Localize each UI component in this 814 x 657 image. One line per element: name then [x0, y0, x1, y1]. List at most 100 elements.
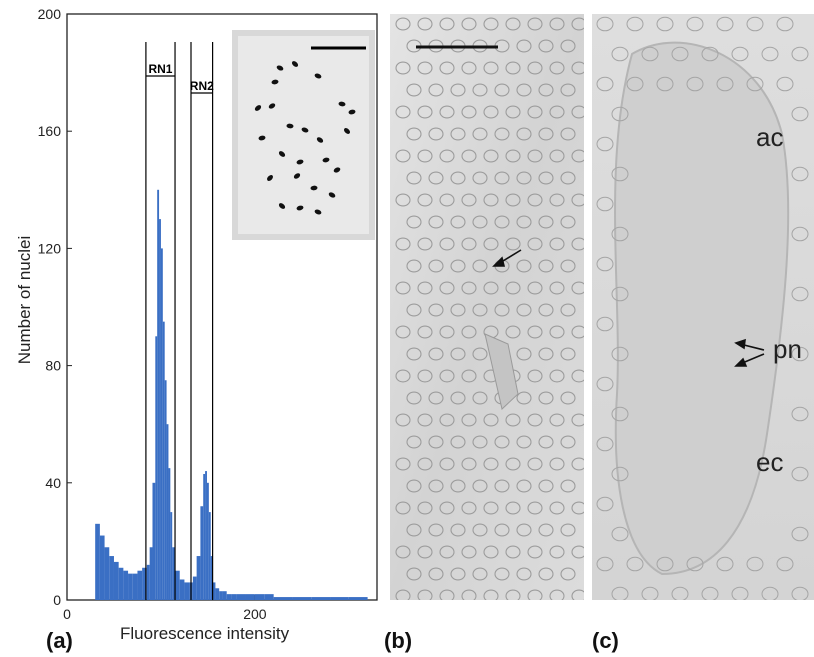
cell-outline — [527, 149, 543, 163]
cell-outline — [791, 406, 809, 422]
cell-outline — [428, 479, 444, 493]
cell-outline — [406, 479, 422, 493]
y-tick-label: 80 — [45, 358, 61, 374]
cell-outline — [560, 215, 576, 229]
cell-outline — [560, 391, 576, 405]
cell-outline — [417, 325, 433, 339]
histogram-bar — [172, 547, 176, 600]
cell-outline — [516, 127, 532, 141]
cell-outline — [549, 457, 565, 471]
cell-outline — [560, 171, 576, 185]
cell-outline — [571, 149, 584, 163]
cell-outline — [560, 83, 576, 97]
cell-outline — [596, 376, 614, 392]
x-tick-label: 200 — [243, 606, 267, 622]
cell-outline — [641, 586, 659, 600]
histogram-bar — [132, 573, 138, 600]
chromosome — [310, 185, 318, 191]
cell-outline — [395, 149, 411, 163]
histogram-bar — [205, 471, 207, 600]
cell-outline — [483, 193, 499, 207]
cell-outline — [549, 589, 565, 600]
y-tick-label: 0 — [53, 592, 61, 608]
label-ac: ac — [756, 122, 784, 152]
cell-outline — [746, 16, 764, 32]
cell-outline — [395, 281, 411, 295]
histogram-bar — [166, 424, 169, 600]
histogram-bar — [231, 594, 237, 600]
cell-outline — [428, 347, 444, 361]
chromosome — [276, 65, 284, 71]
cell-outline — [428, 567, 444, 581]
cell-outline — [505, 237, 521, 251]
cell-outline — [439, 325, 455, 339]
cell-outline — [611, 586, 629, 600]
cell-outline — [538, 391, 554, 405]
cell-outline — [483, 545, 499, 559]
cell-outline — [516, 347, 532, 361]
cell-outline — [596, 256, 614, 272]
cell-outline — [527, 281, 543, 295]
cell-outline — [527, 193, 543, 207]
micrograph-b — [390, 14, 584, 600]
histogram-bar — [175, 570, 180, 600]
chromosome — [268, 103, 276, 109]
cell-outline — [516, 567, 532, 581]
cell-outline — [428, 391, 444, 405]
x-tick-label: 0 — [63, 606, 71, 622]
cell-outline — [505, 149, 521, 163]
cell-outline — [560, 303, 576, 317]
cell-outline — [761, 46, 779, 62]
cell-outline — [731, 586, 749, 600]
histogram-bar — [222, 591, 227, 600]
cell-outline — [527, 457, 543, 471]
chromosome — [271, 79, 279, 85]
cell-outline — [505, 61, 521, 75]
cell-outline — [626, 16, 644, 32]
cell-outline — [417, 17, 433, 31]
cell-outline — [472, 391, 488, 405]
cell-outline — [596, 76, 614, 92]
cell-outline — [472, 479, 488, 493]
cell-outline — [571, 369, 584, 383]
cell-outline — [417, 193, 433, 207]
cell-outline — [472, 523, 488, 537]
histogram-bar — [184, 582, 190, 600]
cell-outline — [472, 171, 488, 185]
histogram-bar — [226, 594, 232, 600]
cell-outline — [791, 46, 809, 62]
histogram-bar — [146, 564, 150, 600]
chromosome — [348, 109, 356, 115]
chromosome — [293, 173, 301, 179]
cell-outline — [716, 16, 734, 32]
cell-outline — [417, 457, 433, 471]
histogram-bar — [330, 597, 349, 600]
histogram-bar — [95, 523, 100, 600]
cell-outline — [428, 435, 444, 449]
chromosome — [286, 123, 294, 129]
micrograph-c — [592, 14, 814, 600]
cell-outline — [439, 413, 455, 427]
cell-outline — [611, 346, 629, 362]
cell-outline — [505, 413, 521, 427]
cell-outline — [571, 325, 584, 339]
cell-outline — [439, 193, 455, 207]
cell-outline — [516, 391, 532, 405]
cell-outline — [626, 76, 644, 92]
cell-outline — [791, 586, 809, 600]
chromosome — [296, 205, 304, 211]
cell-outline — [439, 17, 455, 31]
cell-outline — [560, 523, 576, 537]
cell-outline — [395, 501, 411, 515]
cell-outline — [450, 259, 466, 273]
cell-outline — [538, 347, 554, 361]
histogram-bar — [179, 579, 185, 600]
cell-outline — [417, 105, 433, 119]
chromosome — [328, 192, 336, 198]
cell-outline — [549, 413, 565, 427]
cell-outline — [450, 523, 466, 537]
cell-outline — [571, 457, 584, 471]
cell-outline — [527, 105, 543, 119]
histogram-bar — [137, 570, 143, 600]
cell-outline — [746, 76, 764, 92]
